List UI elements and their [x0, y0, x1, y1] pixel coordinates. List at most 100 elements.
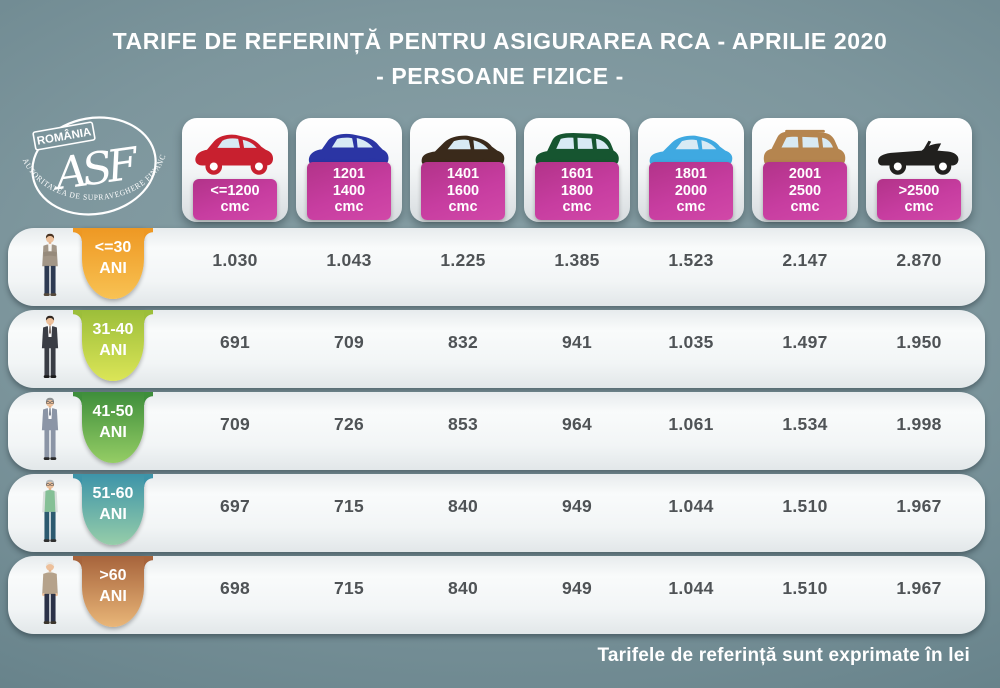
tariff-value: 697	[219, 496, 251, 516]
capacity-line: cmc	[334, 198, 364, 215]
gray-suit-man-icon	[35, 395, 65, 467]
asf-logo-emblem-icon: AUTORITATEA DE SUPRAVEGHERE FINANCIARĂ A…	[6, 102, 167, 216]
tariff-value: 1.998	[896, 414, 942, 434]
tariff-value: 853	[447, 414, 479, 434]
tariff-value: 2.147	[782, 250, 828, 270]
capacity-line: cmc	[904, 198, 934, 215]
age-row: 41-50 ANI 709 726 853 964 1.061 1.534 1.998	[8, 392, 985, 470]
page-title-line2: - PERSOANE FIZICE -	[376, 62, 624, 89]
age-line: ANI	[99, 342, 127, 359]
age-badge: 31-40 ANI	[73, 310, 153, 381]
row-values: 1.030 1.043 1.225 1.385 1.523 2.147 2.870	[182, 228, 972, 306]
age-line: <=30	[94, 239, 132, 257]
vehicle-card: 1201 1400 cmc	[296, 118, 402, 222]
age-row: >60 ANI 698 715 840 949 1.044 1.510 1.967	[8, 556, 985, 634]
vehicle-card: 1801 2000 cmc	[638, 118, 744, 222]
age-row: 31-40 ANI 691 709 832 941 1.035 1.497 1.950	[8, 310, 985, 388]
tariff-value: 691	[219, 332, 251, 352]
age-badge: <=30 ANI	[73, 228, 153, 299]
age-badge: 51-60 ANI	[73, 474, 153, 545]
capacity-badge: 1601 1800 cmc	[535, 162, 619, 220]
age-line: ANI	[99, 260, 127, 277]
row-values: 709 726 853 964 1.061 1.534 1.998	[182, 392, 972, 470]
tariff-value: 1.510	[782, 496, 828, 516]
age-row: <=30 ANI 1.030 1.043 1.225 1.385 1.523 2.147 2.8…	[8, 228, 985, 306]
capacity-line: cmc	[220, 198, 250, 215]
capacity-line: cmc	[676, 198, 706, 215]
capacity-badge: 1401 1600 cmc	[421, 162, 505, 220]
vest-man-icon	[35, 477, 65, 549]
tariff-value: 1.534	[782, 414, 828, 434]
capacity-badge: >2500 cmc	[877, 178, 961, 220]
tariff-value: 1.043	[326, 250, 372, 270]
young-man-icon	[35, 231, 65, 303]
tariff-value: 1.497	[782, 332, 828, 352]
row-values: 691 709 832 941 1.035 1.497 1.950	[182, 310, 972, 388]
tariff-value: 840	[447, 496, 479, 516]
tariff-value: 1.030	[212, 250, 258, 270]
capacity-line: 1800	[560, 182, 594, 199]
tariff-value: 715	[333, 496, 365, 516]
vehicle-header-row: <=1200 cmc 1201 1400 cmc 1401 1600 cmc 1601 1800 c…	[182, 118, 972, 222]
age-line: 31-40	[92, 321, 134, 339]
tariff-value: 964	[561, 414, 593, 434]
elderly-man-icon	[35, 559, 65, 631]
tariff-value: 709	[333, 332, 365, 352]
tariff-value: 698	[219, 578, 251, 598]
age-badge: 41-50 ANI	[73, 392, 153, 463]
row-values: 697 715 840 949 1.044 1.510 1.967	[182, 474, 972, 552]
capacity-line: 1601	[560, 166, 594, 183]
capacity-line: 1201	[332, 166, 366, 183]
tariff-value: 1.510	[782, 578, 828, 598]
logo-monogram: ASF	[48, 138, 142, 201]
tariff-value: 1.950	[896, 332, 942, 352]
age-line: ANI	[99, 424, 127, 441]
vehicle-card: 1401 1600 cmc	[410, 118, 516, 222]
tariff-value: 1.523	[668, 250, 714, 270]
capacity-badge: <=1200 cmc	[193, 178, 277, 220]
tariff-value: 1.967	[896, 496, 942, 516]
vehicle-card: <=1200 cmc	[182, 118, 288, 222]
capacity-line: 2500	[788, 182, 822, 199]
row-values: 698 715 840 949 1.044 1.510 1.967	[182, 556, 972, 634]
tariff-value: 709	[219, 414, 251, 434]
capacity-badge: 1201 1400 cmc	[307, 162, 391, 220]
vehicle-card: 2001 2500 cmc	[752, 118, 858, 222]
tariff-value: 949	[561, 496, 593, 516]
page-title-line1: TARIFE DE REFERINȚĂ PENTRU ASIGURAREA RC…	[112, 28, 888, 54]
capacity-badge: 1801 2000 cmc	[649, 162, 733, 220]
capacity-line: 2001	[788, 166, 822, 183]
asf-logo: AUTORITATEA DE SUPRAVEGHERE FINANCIARĂ A…	[6, 102, 178, 226]
tariff-value: 941	[561, 332, 593, 352]
capacity-line: 1401	[446, 166, 480, 183]
capacity-line: 2000	[674, 182, 708, 199]
capacity-badge: 2001 2500 cmc	[763, 162, 847, 220]
age-badge: >60 ANI	[73, 556, 153, 627]
age-line: ANI	[99, 588, 127, 605]
tariff-value: 1.385	[554, 250, 600, 270]
capacity-line: cmc	[790, 198, 820, 215]
black-convertible-car-icon	[872, 124, 966, 180]
capacity-line: <=1200	[210, 182, 260, 199]
tariff-value: 726	[333, 414, 365, 434]
tariff-value: 832	[447, 332, 479, 352]
capacity-line: >2500	[898, 182, 940, 199]
vehicle-card: 1601 1800 cmc	[524, 118, 630, 222]
tariff-value: 1.967	[896, 578, 942, 598]
capacity-line: cmc	[448, 198, 478, 215]
age-line: ANI	[99, 506, 127, 523]
red-city-car-icon	[188, 124, 282, 180]
capacity-line: 1400	[332, 182, 366, 199]
age-row: 51-60 ANI 697 715 840 949 1.044 1.510 1.967	[8, 474, 985, 552]
tariff-value: 840	[447, 578, 479, 598]
tariff-value: 1.044	[668, 578, 714, 598]
tariff-value: 2.870	[896, 250, 942, 270]
tariff-value: 1.061	[668, 414, 714, 434]
tariff-rows: <=30 ANI 1.030 1.043 1.225 1.385 1.523 2.147 2.8…	[8, 228, 985, 638]
tariff-value: 1.035	[668, 332, 714, 352]
vehicle-card: >2500 cmc	[866, 118, 972, 222]
capacity-line: cmc	[562, 198, 592, 215]
tariff-value: 949	[561, 578, 593, 598]
age-line: 51-60	[92, 485, 134, 503]
